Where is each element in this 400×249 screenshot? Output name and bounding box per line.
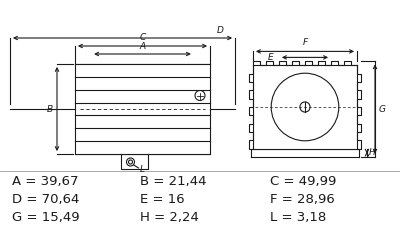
Text: D = 70,64: D = 70,64 <box>12 192 79 205</box>
Text: L: L <box>140 165 144 174</box>
Text: B = 21,44: B = 21,44 <box>140 175 206 187</box>
Text: H: H <box>369 148 376 157</box>
Text: A = 39,67: A = 39,67 <box>12 175 78 187</box>
Circle shape <box>300 102 310 112</box>
Text: E: E <box>268 53 274 62</box>
Circle shape <box>195 90 205 101</box>
Text: D: D <box>216 26 224 35</box>
Text: E = 16: E = 16 <box>140 192 185 205</box>
Text: F = 28,96: F = 28,96 <box>270 192 335 205</box>
Text: F: F <box>302 38 308 47</box>
Bar <box>253 65 357 149</box>
Circle shape <box>126 158 134 166</box>
Text: A: A <box>140 42 146 51</box>
Text: C: C <box>139 33 146 42</box>
Circle shape <box>128 160 132 164</box>
Text: B: B <box>47 105 53 114</box>
Text: G: G <box>379 105 386 114</box>
Text: G = 15,49: G = 15,49 <box>12 210 80 224</box>
Bar <box>75 64 210 154</box>
Text: C = 49,99: C = 49,99 <box>270 175 336 187</box>
Text: H = 2,24: H = 2,24 <box>140 210 199 224</box>
Circle shape <box>271 73 339 141</box>
Text: L = 3,18: L = 3,18 <box>270 210 326 224</box>
